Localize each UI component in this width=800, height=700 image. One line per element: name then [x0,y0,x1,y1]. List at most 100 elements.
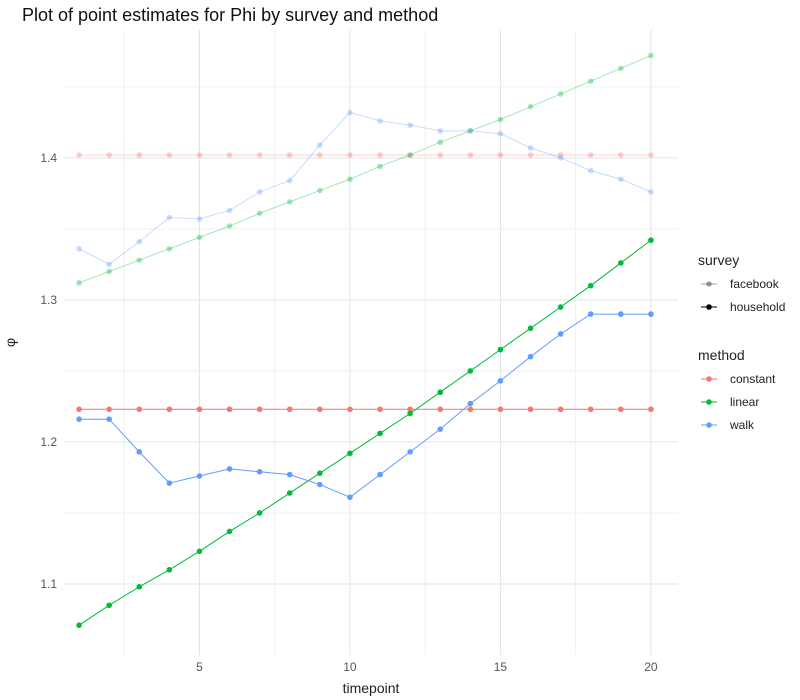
series-line-household-walk [79,313,651,498]
point-facebook-walk [76,245,82,252]
point-household-constant [557,406,564,413]
point-household-linear [226,528,233,535]
series-line-facebook-walk [78,111,652,265]
point-facebook-walk [166,214,173,221]
chart-title: Plot of point estimates for Phi by surve… [22,5,439,25]
point-household-constant [76,406,82,413]
point-facebook-constant [196,152,203,158]
point-household-constant [136,406,143,413]
point-household-walk [286,471,293,478]
y-tick-label: 1.1 [40,577,57,591]
point-household-walk [256,468,263,475]
legend-label-linear: linear [730,395,759,409]
point-facebook-linear [106,268,112,275]
point-household-linear [377,430,383,437]
point-household-linear [256,510,263,516]
point-household-linear [557,304,564,310]
data-points [76,52,654,628]
point-household-constant [196,406,203,413]
point-facebook-constant [136,152,143,158]
point-facebook-linear [407,152,413,158]
point-household-walk [527,353,534,360]
point-facebook-linear [226,223,233,229]
point-facebook-linear [587,78,594,84]
point-household-constant [347,406,353,413]
point-facebook-constant [467,152,474,158]
point-household-linear [196,548,203,555]
point-facebook-linear [527,103,534,110]
point-household-walk [317,481,323,488]
point-household-linear [467,368,474,374]
legend-key-point [706,422,712,428]
point-facebook-linear [196,234,203,241]
point-facebook-walk [437,128,444,134]
point-household-walk [618,311,624,317]
point-household-walk [377,471,383,478]
x-tick-label: 5 [196,660,203,674]
point-facebook-constant [317,152,323,158]
point-facebook-walk [648,189,654,195]
point-household-linear [76,622,82,628]
point-facebook-walk [377,118,383,124]
point-facebook-walk [587,167,594,174]
point-facebook-walk [286,177,293,184]
point-household-constant [527,406,534,413]
y-tick-label: 1.2 [40,435,57,449]
point-facebook-linear [286,199,293,205]
point-household-linear [497,346,504,353]
point-household-constant [587,406,594,413]
point-facebook-constant [377,152,383,158]
point-facebook-constant [347,152,353,158]
point-facebook-constant [106,152,112,158]
point-household-constant [256,406,263,413]
legend-key-point [706,304,712,310]
point-household-walk [226,466,233,472]
point-facebook-walk [106,261,112,268]
point-household-constant [648,406,654,413]
point-household-constant [467,406,474,413]
point-facebook-linear [557,91,564,97]
point-facebook-linear [256,210,263,217]
point-facebook-linear [317,187,323,194]
point-household-constant [497,406,504,413]
point-household-walk [648,311,654,317]
axis-ticks: 5 10 15 20 1.1 1.2 1.3 1.4 [40,151,658,674]
legend-label-facebook: facebook [730,277,780,291]
point-household-walk [437,426,444,432]
legend-key-point [706,281,712,287]
point-facebook-constant [497,152,504,158]
point-household-linear [587,282,594,289]
x-axis-title: timepoint [343,680,400,696]
point-facebook-constant [648,152,654,158]
point-facebook-constant [407,152,413,158]
point-household-constant [226,406,233,413]
point-facebook-walk [256,189,263,195]
point-facebook-linear [347,176,353,182]
point-facebook-linear [437,139,444,146]
legend-label-household: household [730,300,785,314]
point-facebook-linear [497,116,504,123]
point-household-linear [286,490,293,496]
point-facebook-constant [437,152,444,158]
point-facebook-constant [286,152,293,158]
point-facebook-walk [317,142,323,148]
point-facebook-constant [557,152,564,158]
point-household-walk [347,494,353,501]
point-facebook-walk [557,155,564,161]
point-facebook-linear [377,163,383,170]
y-axis-title: φ [2,338,18,347]
point-facebook-constant [166,152,173,158]
point-household-walk [407,449,413,455]
point-facebook-linear [618,65,624,72]
point-household-walk [497,378,504,384]
point-facebook-walk [618,176,624,182]
point-facebook-walk [467,128,474,134]
point-household-linear [527,325,534,332]
y-tick-label: 1.4 [40,151,57,165]
point-facebook-constant [587,152,594,158]
point-household-walk [467,400,474,407]
point-household-walk [106,416,112,423]
point-household-constant [106,406,112,413]
point-household-linear [347,450,353,457]
point-facebook-linear [467,128,474,134]
